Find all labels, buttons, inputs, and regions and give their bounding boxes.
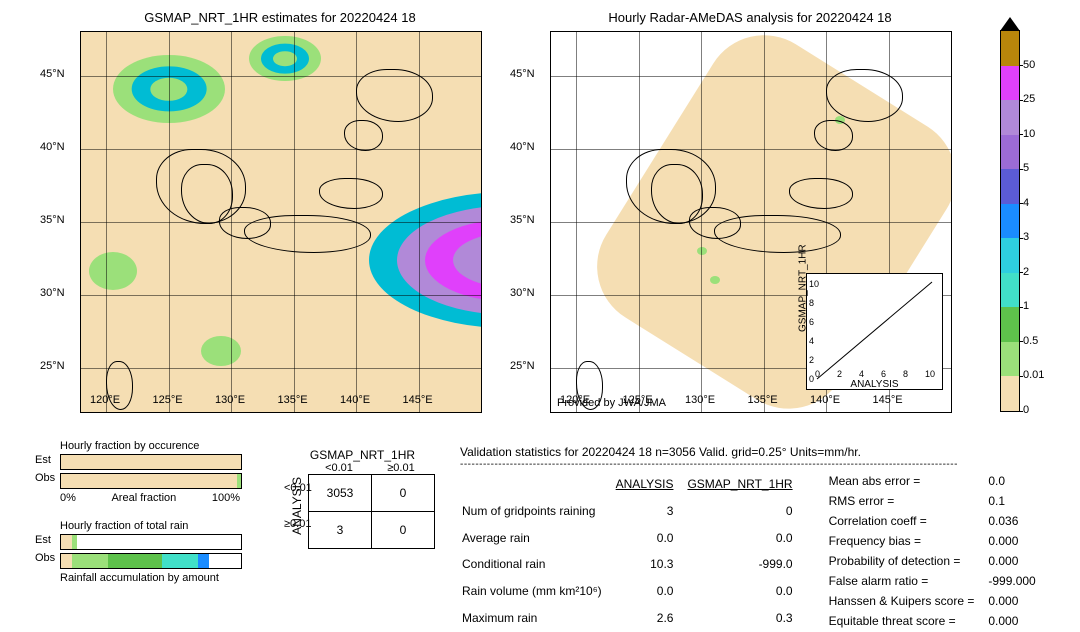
scatter-inset: ANALYSISGSMAP_NRT_1HR02468100246810: [806, 273, 943, 390]
colorbar-label: 10: [1023, 128, 1035, 140]
colorbar-label: 5: [1023, 162, 1029, 174]
totalrain-row-obs: Obs: [35, 552, 55, 564]
stat-analysis: 3: [616, 499, 686, 524]
left-map-title: GSMAP_NRT_1HR estimates for 20220424 18: [80, 10, 480, 25]
matrix-cell-01: 0: [372, 475, 435, 512]
metric-label: Mean abs error =: [829, 472, 987, 490]
colorbar-label: 25: [1023, 93, 1035, 105]
xtick-label: 130°E: [215, 394, 245, 406]
occurrence-title: Hourly fraction by occurence: [60, 440, 260, 452]
ytick-label: 45°N: [510, 68, 544, 80]
ytick-label: 30°N: [40, 287, 74, 299]
colorbar-label: 3: [1023, 231, 1029, 243]
totalrain-bar-obs: [60, 553, 242, 569]
stat-gsmap: 0.0: [687, 525, 804, 550]
xtick-label: 130°E: [685, 394, 715, 406]
stat-analysis: 2.6: [616, 605, 686, 630]
xtick-label: 120°E: [90, 394, 120, 406]
totalrain-title: Hourly fraction of total rain: [60, 520, 260, 532]
stat-label: Maximum rain: [462, 605, 614, 630]
stat-gsmap: -999.0: [687, 552, 804, 577]
xtick-label: 140°E: [340, 394, 370, 406]
stat-analysis: 0.0: [616, 579, 686, 604]
colorbar-label: 0.5: [1023, 335, 1038, 347]
inset-ylabel: GSMAP_NRT_1HR: [798, 244, 809, 332]
xtick-label: 120°E: [560, 394, 590, 406]
metric-value: 0.000: [988, 592, 1047, 610]
metric-value: 0.000: [988, 552, 1047, 570]
ytick-label: 45°N: [40, 68, 74, 80]
metric-label: Frequency bias =: [829, 532, 987, 550]
metric-label: Correlation coeff =: [829, 512, 987, 530]
xtick-label: 140°E: [810, 394, 840, 406]
metric-value: 0.1: [988, 492, 1047, 510]
metric-label: Hanssen & Kuipers score =: [829, 592, 987, 610]
occurrence-xcaption: Areal fraction: [111, 492, 176, 504]
colorbar: 00.010.512345102550: [1000, 30, 1020, 412]
matrix-col-header: GSMAP_NRT_1HR: [290, 448, 435, 462]
metric-label: False alarm ratio =: [829, 572, 987, 590]
stat-label: Rain volume (mm km²10⁶): [462, 579, 614, 604]
stat-label: Conditional rain: [462, 552, 614, 577]
matrix-row-1: ≥0.01: [284, 518, 311, 530]
colorbar-label: 2: [1023, 266, 1029, 278]
occurrence-bar-obs: [60, 473, 242, 489]
stat-gsmap: 0.0: [687, 579, 804, 604]
ytick-label: 35°N: [510, 214, 544, 226]
contingency-matrix: GSMAP_NRT_1HR ANALYSIS <0.01 ≥0.01 3053 …: [290, 448, 435, 549]
validation-right-table: Mean abs error =0.0RMS error =0.1Correla…: [827, 470, 1050, 632]
totalrain-caption: Rainfall accumulation by amount: [60, 572, 260, 584]
colorbar-label: 50: [1023, 59, 1035, 71]
occurrence-row-est: Est: [35, 454, 51, 466]
ytick-label: 40°N: [40, 141, 74, 153]
ytick-label: 25°N: [510, 360, 544, 372]
stat-gsmap: 0: [687, 499, 804, 524]
occurrence-bar-est: [60, 454, 242, 470]
colorbar-label: 4: [1023, 197, 1029, 209]
xtick-label: 135°E: [748, 394, 778, 406]
occurrence-xlabel-left: 0%: [60, 492, 76, 504]
ytick-label: 30°N: [510, 287, 544, 299]
inset-xlabel: ANALYSIS: [807, 379, 942, 390]
validation-left-table: ANALYSISGSMAP_NRT_1HRNum of gridpoints r…: [460, 470, 807, 632]
ytick-label: 40°N: [510, 141, 544, 153]
stat-analysis: 10.3: [616, 552, 686, 577]
metric-value: 0.000: [988, 612, 1047, 630]
matrix-cell-10: 3: [309, 512, 372, 549]
colorbar-label: 0.01: [1023, 369, 1044, 381]
metric-label: RMS error =: [829, 492, 987, 510]
matrix-col-1: ≥0.01: [370, 462, 432, 474]
xtick-label: 135°E: [278, 394, 308, 406]
metric-value: 0.036: [988, 512, 1047, 530]
left-map: [80, 31, 482, 413]
matrix-cell-11: 0: [372, 512, 435, 549]
ytick-label: 35°N: [40, 214, 74, 226]
stat-label: Average rain: [462, 525, 614, 550]
xtick-label: 145°E: [403, 394, 433, 406]
xtick-label: 125°E: [623, 394, 653, 406]
metric-label: Equitable threat score =: [829, 612, 987, 630]
metric-value: 0.000: [988, 532, 1047, 550]
right-map-title: Hourly Radar-AMeDAS analysis for 2022042…: [550, 10, 950, 25]
metric-label: Probability of detection =: [829, 552, 987, 570]
stat-analysis: 0.0: [616, 525, 686, 550]
metric-value: 0.0: [988, 472, 1047, 490]
stat-gsmap: 0.3: [687, 605, 804, 630]
matrix-col-0: <0.01: [308, 462, 370, 474]
matrix-cell-00: 3053: [309, 475, 372, 512]
occurrence-xlabel-right: 100%: [212, 492, 240, 504]
xtick-label: 125°E: [153, 394, 183, 406]
metric-value: -999.000: [988, 572, 1047, 590]
ytick-label: 25°N: [40, 360, 74, 372]
colorbar-label: 1: [1023, 300, 1029, 312]
validation-title: Validation statistics for 20220424 18 n=…: [460, 445, 1060, 459]
occurrence-row-obs: Obs: [35, 472, 55, 484]
colorbar-label: 0: [1023, 404, 1029, 416]
matrix-row-0: <0.01: [284, 482, 312, 494]
xtick-label: 145°E: [873, 394, 903, 406]
totalrain-bar-est: [60, 534, 242, 550]
totalrain-row-est: Est: [35, 534, 51, 546]
right-map: Provided by JWA/JMA ANALYSISGSMAP_NRT_1H…: [550, 31, 952, 413]
stat-label: Num of gridpoints raining: [462, 499, 614, 524]
